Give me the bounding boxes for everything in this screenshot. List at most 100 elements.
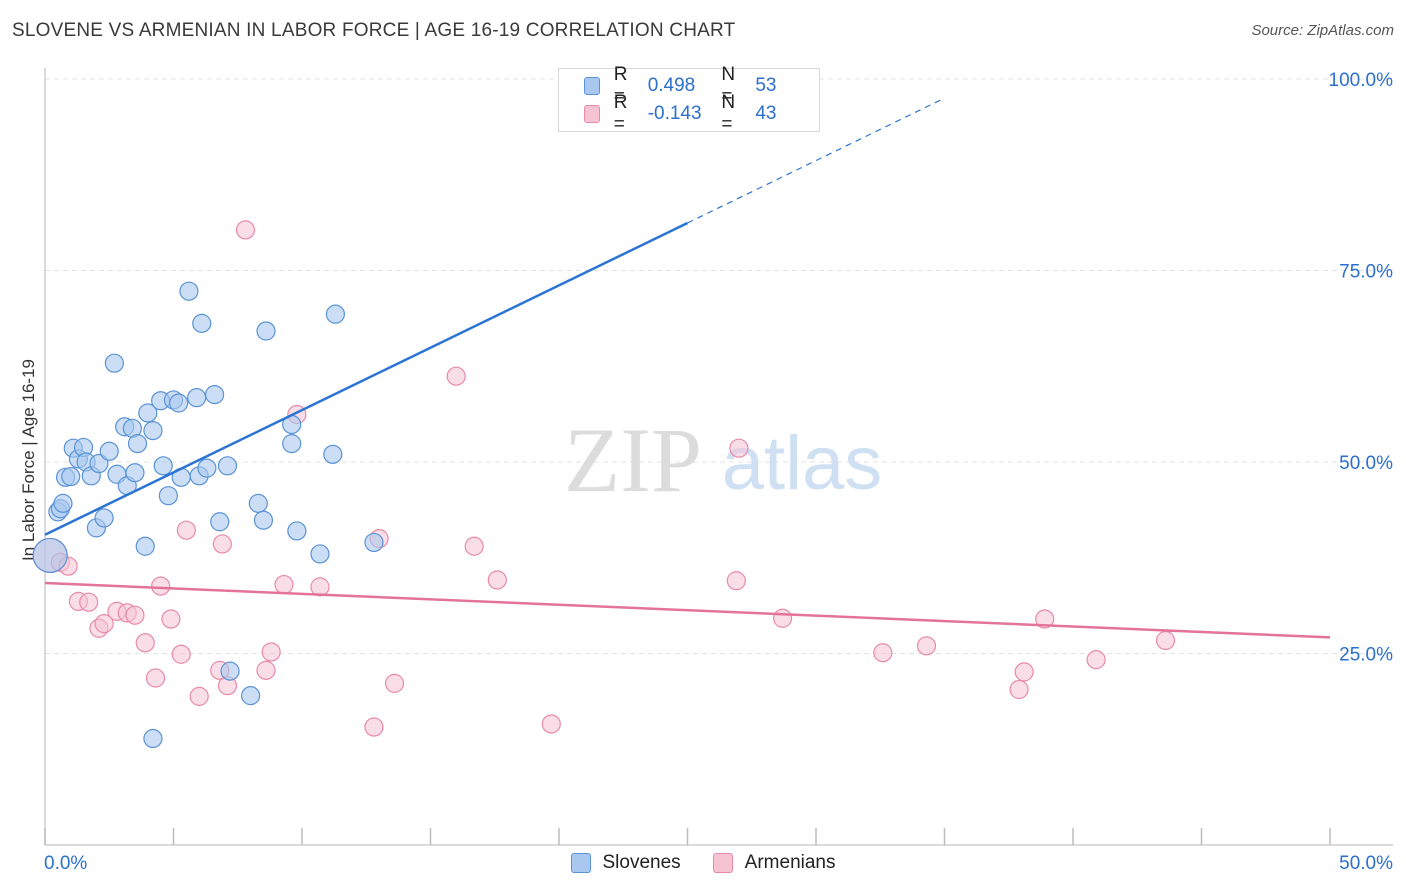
slovenes-point: [187, 388, 207, 408]
slovenes-point: [197, 458, 217, 478]
trendlines: [44, 97, 1331, 639]
slovenes-point: [99, 441, 119, 461]
armenians-point: [79, 592, 99, 612]
slovenes-point: [217, 456, 238, 476]
legend-r-label: R =: [613, 64, 628, 107]
slovenes-trendline: [44, 221, 689, 536]
armenians-point: [1009, 679, 1029, 700]
armenians-point: [487, 570, 507, 590]
slovenes-point: [32, 537, 68, 574]
watermark-zip: ZIP: [564, 409, 702, 511]
slovenes-point: [153, 456, 173, 476]
legend-r-value: 0.498: [647, 75, 696, 96]
armenians-point: [1155, 630, 1176, 651]
slovenes-point: [89, 453, 109, 474]
correlation-legend: R = 0.498 N = 53 R = -0.143 N = 43: [558, 64, 820, 135]
slovenes-point: [61, 466, 81, 487]
armenians-point: [729, 438, 749, 458]
slovenes-point: [94, 508, 114, 528]
slovenes-point: [205, 384, 225, 405]
armenians-point: [212, 534, 232, 554]
legend-r-value: -0.143: [647, 103, 702, 124]
axes: [44, 68, 1393, 846]
legend-item-slovenes[interactable]: Slovenes: [570, 852, 681, 874]
slovenes-point: [253, 510, 274, 530]
armenians-point: [94, 614, 114, 634]
armenians-point: [274, 574, 294, 595]
tick-labels: 25.0% 50.0% 75.0% 100.0% 0.0% 50.0%: [44, 70, 1393, 874]
slovenes-point: [256, 321, 276, 341]
armenians-point: [726, 571, 746, 591]
armenians-point: [235, 220, 256, 240]
armenians-point: [364, 717, 384, 737]
slovenes-point: [138, 403, 158, 423]
x-tick-label: 0.0%: [44, 853, 87, 874]
slovenes-point: [53, 493, 73, 513]
armenians-point: [1035, 609, 1055, 629]
watermark-atlas: atlas: [722, 421, 883, 506]
armenians-point: [145, 668, 166, 688]
slovenes-point: [287, 521, 307, 541]
slovenes-point: [179, 281, 199, 301]
legend-label-armenians: Armenians: [744, 852, 836, 873]
y-tick-label: 75.0%: [1339, 262, 1393, 283]
slovenes-trendline-extension: [687, 97, 945, 224]
y-tick-label: 25.0%: [1339, 645, 1393, 666]
y-tick-label: 50.0%: [1339, 453, 1393, 474]
armenians-point: [772, 608, 793, 628]
slovenes-point: [127, 434, 148, 454]
armenians-point: [261, 642, 281, 662]
slovenes-swatch: [570, 853, 591, 873]
armenians-point: [446, 366, 466, 386]
slovenes-point: [248, 493, 268, 513]
legend-row-slovenes: R = 0.498 N = 53: [584, 64, 819, 107]
legend-row-armenians: R = -0.143 N = 43: [584, 92, 819, 135]
armenians-point: [1086, 650, 1106, 670]
armenians-point: [1014, 662, 1034, 682]
slovenes-point: [104, 353, 124, 373]
series-legend: Slovenes Armenians: [0, 852, 1406, 874]
armenians-swatch: [584, 105, 600, 123]
armenians-point: [256, 660, 276, 680]
armenians-point: [464, 536, 484, 556]
armenians-point: [135, 633, 155, 653]
legend-n-label: N =: [721, 92, 736, 135]
slovenes-point: [135, 536, 155, 556]
legend-item-armenians[interactable]: Armenians: [712, 852, 836, 874]
slovenes-point: [143, 728, 163, 749]
slovenes-point: [169, 393, 189, 413]
slovenes-point: [241, 686, 261, 706]
slovenes-point: [364, 532, 384, 553]
gridlines: [45, 78, 1393, 654]
legend-n-value: 43: [755, 103, 777, 124]
legend-r-label: R =: [613, 92, 628, 135]
legend-label-slovenes: Slovenes: [602, 852, 681, 873]
slovenes-point: [323, 444, 343, 464]
armenians-swatch: [712, 853, 733, 873]
x-tick-label: 50.0%: [1339, 853, 1393, 874]
source-credit: Source: ZipAtlas.com: [1251, 22, 1394, 39]
armenians-point: [161, 609, 181, 629]
y-tick-label: 100.0%: [1329, 70, 1394, 91]
slovenes-point: [125, 463, 145, 483]
armenians-point: [171, 644, 191, 664]
chart-title: SLOVENE VS ARMENIAN IN LABOR FORCE | AGE…: [12, 20, 736, 41]
slovenes-point: [282, 434, 302, 454]
armenians-point: [176, 520, 196, 540]
slovenes-points: [32, 69, 615, 749]
slovenes-point: [192, 313, 212, 333]
legend-n-label: N =: [721, 64, 736, 107]
watermark: ZIP atlas: [564, 409, 882, 511]
slovenes-point: [158, 486, 178, 506]
slovenes-swatch: [584, 77, 600, 95]
slovenes-point: [220, 661, 240, 681]
armenians-point: [384, 673, 405, 693]
armenians-point: [916, 636, 937, 656]
slovenes-point: [325, 304, 346, 324]
armenians-trendline: [44, 581, 1331, 639]
armenians-point: [189, 686, 209, 706]
legend-n-value: 53: [755, 75, 777, 96]
armenians-point: [151, 576, 171, 596]
armenians-point: [541, 714, 561, 734]
